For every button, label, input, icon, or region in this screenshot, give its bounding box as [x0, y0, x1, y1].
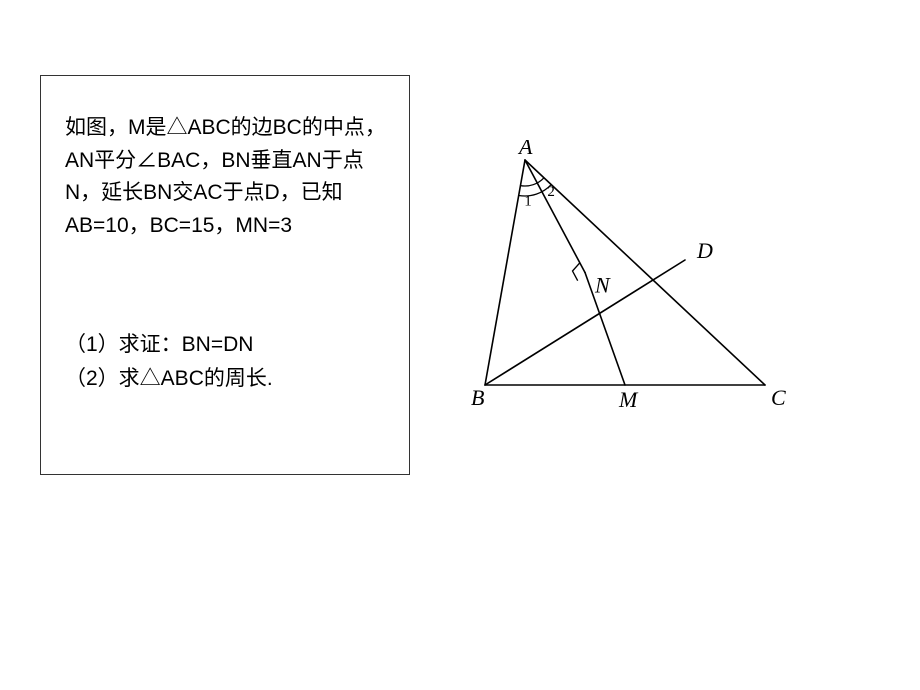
svg-text:C: C	[771, 385, 786, 410]
svg-text:2: 2	[547, 184, 555, 200]
svg-text:M: M	[618, 387, 639, 412]
question-2: （2）求△ABC的周长.	[65, 362, 395, 396]
page-root: 如图，M是△ABC的边BC的中点，AN平分∠BAC，BN垂直AN于点N，延长BN…	[0, 0, 920, 690]
svg-text:A: A	[517, 140, 533, 159]
problem-box: 如图，M是△ABC的边BC的中点，AN平分∠BAC，BN垂直AN于点N，延长BN…	[40, 75, 410, 475]
geometry-diagram: A B C M D N 12	[450, 140, 820, 420]
svg-text:D: D	[696, 238, 713, 263]
diagram-svg: A B C M D N 12	[450, 140, 820, 420]
svg-text:N: N	[594, 273, 611, 298]
svg-text:B: B	[471, 385, 484, 410]
problem-questions: （1）求证：BN=DN （2）求△ABC的周长.	[65, 328, 395, 395]
problem-stem: 如图，M是△ABC的边BC的中点，AN平分∠BAC，BN垂直AN于点N，延长BN…	[65, 112, 395, 242]
svg-text:1: 1	[524, 194, 532, 210]
question-1: （1）求证：BN=DN	[65, 328, 395, 362]
